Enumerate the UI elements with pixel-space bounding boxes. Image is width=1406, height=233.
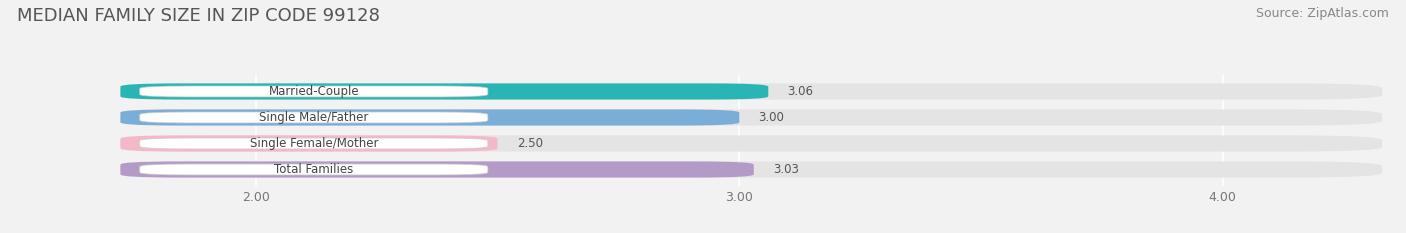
Text: 3.00: 3.00: [759, 111, 785, 124]
FancyBboxPatch shape: [121, 110, 1382, 126]
FancyBboxPatch shape: [121, 83, 1382, 99]
FancyBboxPatch shape: [139, 138, 488, 149]
Text: Single Male/Father: Single Male/Father: [259, 111, 368, 124]
FancyBboxPatch shape: [121, 110, 740, 126]
Text: 3.06: 3.06: [787, 85, 814, 98]
Text: Single Female/Mother: Single Female/Mother: [249, 137, 378, 150]
Text: Source: ZipAtlas.com: Source: ZipAtlas.com: [1256, 7, 1389, 20]
FancyBboxPatch shape: [139, 86, 488, 97]
Text: Total Families: Total Families: [274, 163, 353, 176]
FancyBboxPatch shape: [121, 135, 498, 151]
Text: Married-Couple: Married-Couple: [269, 85, 359, 98]
Text: 3.03: 3.03: [773, 163, 799, 176]
FancyBboxPatch shape: [139, 164, 488, 175]
Text: MEDIAN FAMILY SIZE IN ZIP CODE 99128: MEDIAN FAMILY SIZE IN ZIP CODE 99128: [17, 7, 380, 25]
FancyBboxPatch shape: [121, 161, 1382, 178]
FancyBboxPatch shape: [121, 83, 768, 99]
FancyBboxPatch shape: [121, 135, 1382, 151]
Text: 2.50: 2.50: [517, 137, 543, 150]
FancyBboxPatch shape: [139, 112, 488, 123]
FancyBboxPatch shape: [121, 161, 754, 178]
